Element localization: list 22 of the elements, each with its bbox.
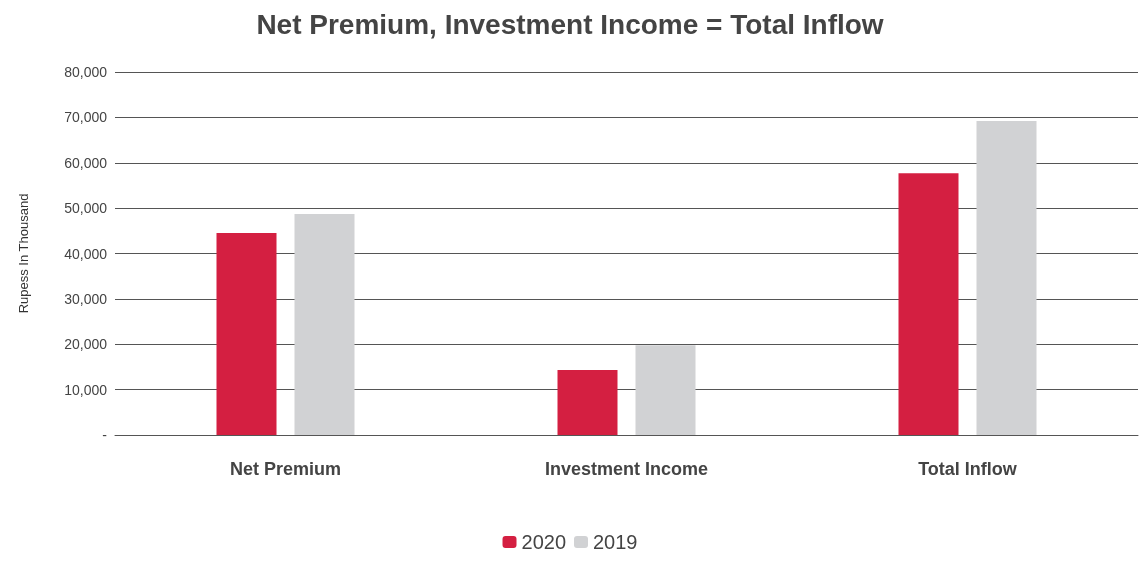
bar bbox=[294, 214, 355, 435]
x-tick-label: Net Premium bbox=[229, 459, 342, 479]
x-tick-label: Investment Income bbox=[544, 459, 709, 479]
y-tick-label: 30,000 bbox=[64, 290, 108, 307]
bar bbox=[557, 370, 618, 435]
y-tick-label: 70,000 bbox=[64, 109, 108, 126]
bar bbox=[898, 173, 959, 435]
chart-title: Net Premium, Investment Income = Total Inflow bbox=[256, 8, 884, 40]
y-tick-label: 40,000 bbox=[64, 245, 108, 262]
y-tick-label: - bbox=[102, 427, 108, 443]
bar bbox=[635, 345, 696, 435]
legend-label: 2020 bbox=[521, 531, 567, 553]
y-tick-label: 20,000 bbox=[64, 336, 108, 353]
x-tick-label: Total Inflow bbox=[918, 459, 1018, 479]
y-tick-label: 10,000 bbox=[64, 381, 108, 398]
legend-label: 2019 bbox=[593, 531, 638, 553]
y-tick-label: 60,000 bbox=[64, 154, 108, 171]
bar bbox=[216, 233, 277, 435]
bar bbox=[976, 121, 1037, 435]
y-axis-title: Rupess In Thousand bbox=[16, 193, 31, 314]
y-tick-label: 80,000 bbox=[64, 64, 108, 80]
y-tick-label: 50,000 bbox=[64, 200, 108, 217]
